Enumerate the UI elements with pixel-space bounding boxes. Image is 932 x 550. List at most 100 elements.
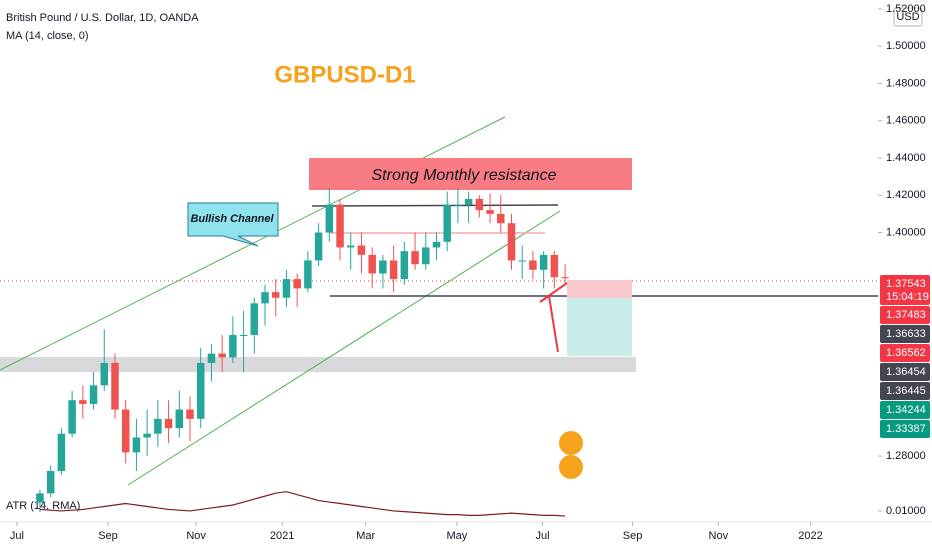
candle-body xyxy=(529,260,537,270)
candle-body xyxy=(422,247,430,265)
x-tick-label: Mar xyxy=(356,530,375,542)
candle-body xyxy=(357,245,366,255)
resistance-label: Strong Monthly resistance xyxy=(372,167,557,184)
projection-arrow xyxy=(539,282,568,353)
candle-body xyxy=(121,409,130,453)
price-tag-box xyxy=(880,275,930,305)
candle-body xyxy=(325,204,334,233)
candle-body xyxy=(497,213,505,224)
price-tag: 1.36445 xyxy=(880,382,930,400)
atr-label: ATR (14, RMA) xyxy=(6,500,80,512)
candle-body xyxy=(282,279,291,298)
x-tick-label: Nov xyxy=(186,530,206,542)
price-tag: 1.33387 xyxy=(880,420,930,438)
y-tick-label: 1.48000 xyxy=(886,77,926,89)
price-tag-box xyxy=(880,401,930,419)
channel-label: Bullish Channel xyxy=(190,213,274,225)
candle-body xyxy=(46,470,55,494)
candle-body xyxy=(539,254,548,270)
x-tick-label: Sep xyxy=(98,530,118,542)
candle-body xyxy=(239,334,248,336)
price-tag-box xyxy=(880,306,930,324)
price-axis-labels: 1.28000 1.40000 1.42000 1.44000 1.46000 1.480… xyxy=(878,3,926,462)
candle-body xyxy=(218,353,226,358)
candle-body xyxy=(186,409,194,419)
candle-body xyxy=(164,418,173,429)
candle-body xyxy=(196,362,205,419)
price-tag-label: 1.37543 xyxy=(886,278,926,290)
icon xyxy=(559,455,583,479)
price-tag-label: 1.33387 xyxy=(886,423,926,435)
price-tag-label: 1.37483 xyxy=(886,309,926,321)
price-tag-box xyxy=(880,363,930,381)
x-tick-label: Nov xyxy=(709,530,729,542)
candle-body xyxy=(207,353,216,363)
candle-body xyxy=(475,198,484,211)
price-tag: 1.36562 xyxy=(880,344,930,362)
candle-body xyxy=(68,400,76,434)
channel-lower xyxy=(127,210,561,486)
candle-body xyxy=(154,418,162,434)
candle-body xyxy=(261,292,269,304)
y-tick-label: 1.28000 xyxy=(886,450,926,462)
currency-box xyxy=(893,7,923,27)
candle-body xyxy=(400,251,409,280)
price-tag-label: 1.36562 xyxy=(886,347,926,359)
currency: USD xyxy=(896,11,919,23)
candle-body xyxy=(175,409,184,429)
candle-body xyxy=(36,493,44,503)
y-tick-label: 1.40000 xyxy=(886,226,926,238)
candle-body xyxy=(389,260,398,280)
price-tag-label: 1.36445 xyxy=(886,385,926,397)
candle-body xyxy=(518,260,526,262)
channel-callout xyxy=(187,202,279,247)
candle-body xyxy=(550,254,559,278)
indicator: MA (14, close, 0) xyxy=(6,30,89,42)
candle-body xyxy=(486,210,494,214)
candle-body xyxy=(379,260,387,274)
candle-body xyxy=(411,251,419,265)
price-tag: 1.34244 xyxy=(880,401,930,419)
resistance-box xyxy=(309,158,632,190)
candle-body xyxy=(79,400,87,404)
y-tick-label: 1.46000 xyxy=(886,115,926,127)
price-tag-box xyxy=(880,382,930,400)
chart-title: GBPUSD-D1 xyxy=(274,61,415,88)
x-tick-label: 2022 xyxy=(798,530,822,542)
candle-body xyxy=(336,204,344,248)
price-tag: 1.36454 xyxy=(880,363,930,381)
candle-body xyxy=(293,279,301,289)
price-tag-box xyxy=(880,325,930,343)
top-line xyxy=(311,204,559,207)
candle-body xyxy=(271,292,280,298)
candle-body xyxy=(304,260,312,289)
candle-body xyxy=(57,433,66,471)
candle-body xyxy=(507,223,516,261)
candle-body xyxy=(346,245,355,248)
x-tick-label: Jul xyxy=(536,530,550,542)
candle-body xyxy=(368,254,376,274)
candle-body xyxy=(314,232,323,261)
candle-body xyxy=(443,204,451,242)
candle-body xyxy=(100,362,109,386)
x-tick-label: Sep xyxy=(623,530,643,542)
price-tag-box xyxy=(880,420,930,438)
x-tick-label: 2021 xyxy=(270,530,294,542)
x-tick-label: Jul xyxy=(10,530,24,542)
candle-body xyxy=(464,198,473,205)
price-tag-box xyxy=(880,344,930,362)
atr-tick-label: 0.01000 xyxy=(886,505,926,517)
candle-body xyxy=(89,385,98,404)
candle-body xyxy=(111,362,119,410)
price-tag: 1.36633 xyxy=(880,325,930,343)
price-tag-label: 1.34244 xyxy=(886,404,926,416)
reward-box xyxy=(567,298,632,356)
candle-body xyxy=(143,433,151,438)
risk-box xyxy=(567,280,632,298)
price-tag-label: 1.36454 xyxy=(886,366,926,378)
candle-body xyxy=(561,277,569,279)
candle-body xyxy=(454,204,462,206)
icon xyxy=(559,431,583,455)
